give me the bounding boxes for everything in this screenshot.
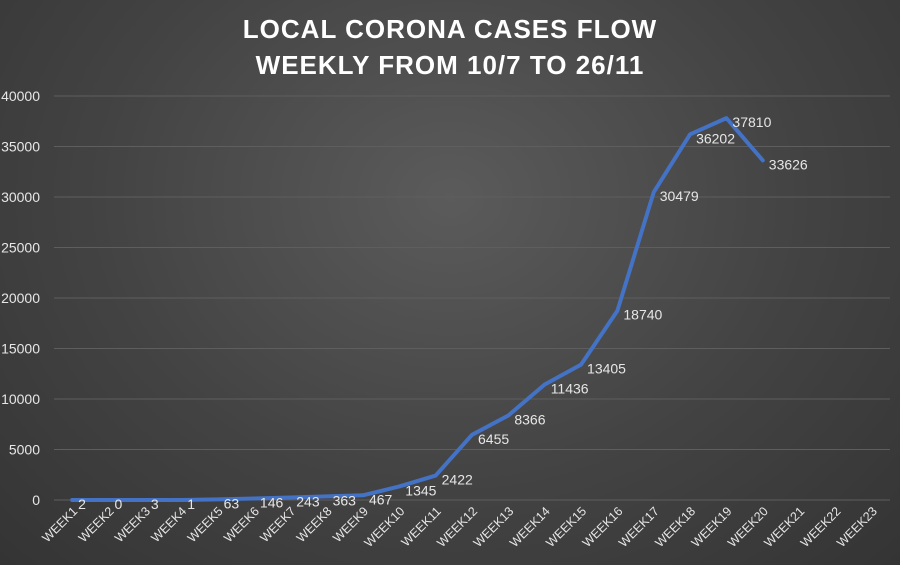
data-label: 37810: [732, 114, 771, 130]
y-axis-tick-labels: 0 5000 10000 15000 20000 25000 30000 35000 40000: [1, 88, 40, 508]
data-label: 18740: [623, 307, 662, 323]
data-label: 467: [369, 491, 393, 507]
data-label: 8366: [514, 412, 545, 428]
chart-title: LOCAL CORONA CASES FLOW: [242, 14, 658, 44]
data-label: 363: [333, 492, 357, 508]
data-label: 3: [151, 496, 159, 512]
y-tick-label: 5000: [9, 442, 40, 458]
data-label: 63: [224, 495, 240, 511]
data-label: 30479: [660, 188, 699, 204]
series-line: [70, 116, 765, 502]
x-tick-label: WEEK23: [834, 504, 880, 550]
x-axis-tick-labels: WEEK1WEEK2WEEK3WEEK4WEEK5WEEK6WEEK7WEEK8…: [39, 504, 880, 550]
y-tick-label: 20000: [1, 290, 40, 306]
data-labels: 2 0 3 1 63 146 243 363 467 1345 2422 6455 8366 11436 1…: [78, 114, 808, 512]
data-label: 0: [115, 496, 123, 512]
y-tick-label: 10000: [1, 391, 40, 407]
data-label: 13405: [587, 361, 626, 377]
y-tick-label: 0: [32, 492, 40, 508]
x-tick-label: WEEK1: [39, 504, 80, 545]
data-label: 2422: [442, 472, 473, 488]
x-tick-label: WEEK10: [362, 504, 408, 550]
x-tick-label: WEEK8: [294, 504, 335, 545]
data-label: 146: [260, 495, 284, 511]
data-label: 33626: [769, 156, 808, 172]
y-tick-label: 15000: [1, 341, 40, 357]
y-tick-label: 30000: [1, 189, 40, 205]
data-label: 6455: [478, 431, 509, 447]
data-label: 1345: [405, 482, 436, 498]
data-label: 243: [296, 494, 320, 510]
y-tick-label: 25000: [1, 240, 40, 256]
data-label: 11436: [551, 380, 589, 396]
y-tick-label: 40000: [1, 88, 40, 104]
data-label: 1: [187, 496, 195, 512]
gridlines: [54, 95, 890, 501]
series-line-group: [70, 116, 765, 502]
y-tick-label: 35000: [1, 139, 40, 155]
chart-subtitle: WEEKLY FROM 10/7 TO 26/11: [255, 50, 645, 80]
data-label: 36202: [696, 130, 735, 146]
data-label: 2: [78, 496, 86, 512]
